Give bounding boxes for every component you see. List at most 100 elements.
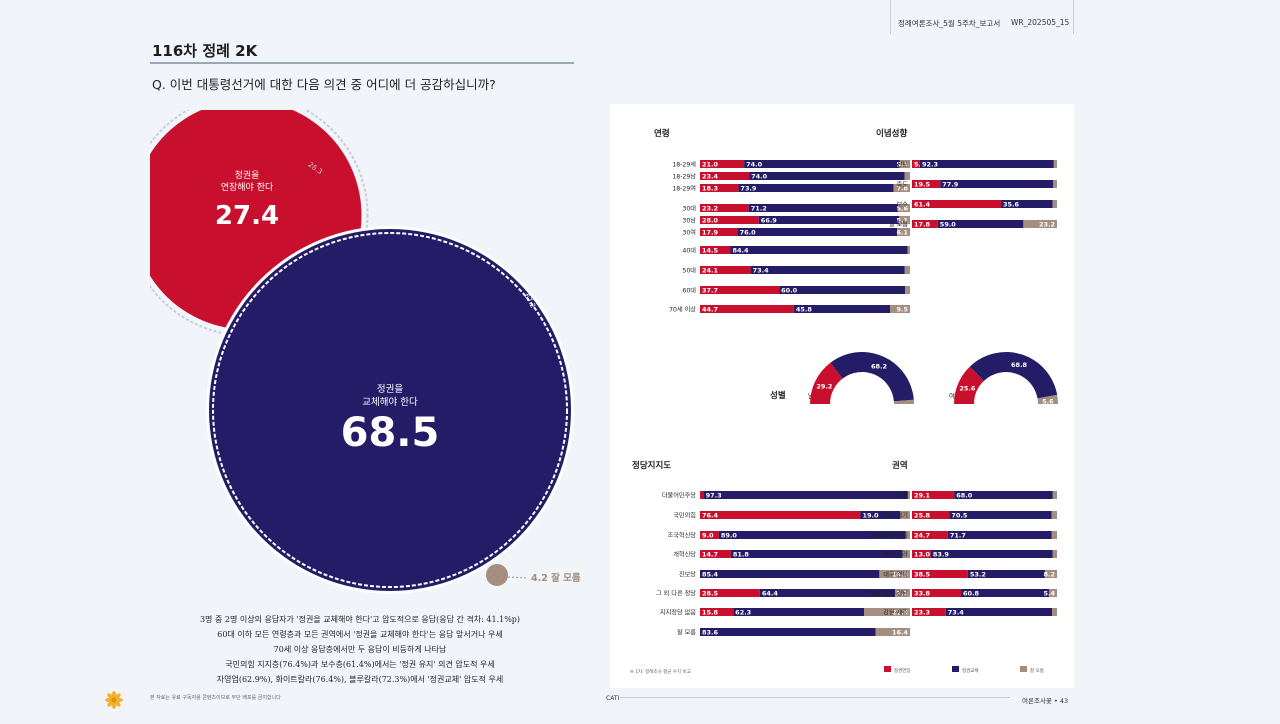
semicircle-value-label: 68.8 (1011, 361, 1028, 369)
bar-segment (1051, 531, 1057, 539)
bar-segment (905, 531, 910, 539)
bar-segment (967, 570, 1045, 578)
bar-value-label: 73.9 (740, 185, 757, 193)
legend-label: 정권교체 (962, 667, 979, 674)
bar-segment (899, 160, 911, 168)
bar-value-label: 44.7 (702, 306, 718, 314)
bar-value-label: 59.0 (940, 221, 957, 229)
bar-segment (860, 511, 901, 519)
bar-category-label: 잘 모름 (677, 629, 696, 637)
footnote: ※ 1차: 정례조사 평균 수치 비교 (630, 668, 691, 675)
bar-segment (700, 511, 861, 519)
bar-category-label: 강원·제주 (883, 609, 908, 617)
bar-segment (737, 228, 898, 236)
bar-value-label: 70.5 (951, 512, 968, 520)
bubble-ring-extend (150, 110, 369, 337)
bar-segment (700, 184, 739, 192)
semicircle-value-label: 29.2 (816, 382, 832, 390)
bar-segment (912, 180, 941, 188)
bar-segment (912, 160, 920, 168)
bar-segment (759, 589, 896, 597)
bar-segment (1052, 550, 1057, 558)
bar-value-label: 5.4 (1043, 590, 1055, 598)
bar-value-label: 14.6 (892, 571, 909, 579)
header-box (890, 0, 1074, 34)
bar-segment (744, 160, 900, 168)
bar-value-label: 19.0 (862, 512, 879, 520)
bar-segment (895, 589, 910, 597)
breakdown-panel: 연령 18-29세 21.0 74.0 5.1 18-29남 23.4 74.0 18-29여 1… (610, 104, 1074, 688)
legend-swatch (1020, 666, 1027, 672)
bar-segment (700, 491, 704, 499)
bar-value-label: 89.0 (721, 532, 738, 540)
bar-segment (700, 246, 731, 254)
summary-line: 자영업(62.9%), 화이트칼라(76.4%), 블루칼라(72.3%)에서 … (216, 675, 504, 684)
bar-segment (700, 589, 760, 597)
bar-segment (912, 220, 938, 228)
semicircle-value-label: 5.6 (1042, 397, 1054, 405)
section-title: 이념성향 (876, 128, 907, 139)
legend-swatch (952, 666, 959, 672)
bar-value-label: 23.2 (1039, 221, 1055, 229)
bar-segment (700, 216, 759, 224)
semicircle-slice (954, 366, 984, 404)
semicircle-value-label: 25.6 (959, 385, 976, 393)
section-title: 권역 (892, 460, 908, 471)
bar-value-label: 37.7 (702, 287, 718, 295)
bar-value-label: 83.6 (702, 629, 719, 637)
semicircle-slice (969, 351, 1058, 399)
bar-value-label: 74.0 (746, 161, 763, 169)
bar-value-label: 76.0 (740, 229, 757, 237)
bar-segment (905, 286, 910, 294)
bar-category-label: 부산·울산·경남 (870, 590, 908, 598)
bar-value-label: 85.4 (702, 571, 719, 579)
footer-divider (620, 697, 1010, 698)
bar-segment (899, 216, 910, 224)
bar-category-label: 대구·경북 (883, 571, 908, 579)
section-title: 성별 (770, 390, 786, 401)
bar-segment (730, 550, 903, 558)
bar-segment (700, 305, 794, 313)
bar-category-label: 광주·전라 (883, 551, 908, 559)
bar-category-label: 중도 (897, 182, 909, 189)
bar-segment (912, 550, 931, 558)
bar-value-label: 5.1 (896, 161, 908, 169)
bar-value-label: 77.9 (942, 181, 959, 189)
bar-value-label: 68.0 (956, 492, 973, 500)
bar-category-label: 잘 모름 (889, 221, 908, 229)
bar-segment (779, 286, 906, 294)
bar-value-label: 8.2 (1043, 571, 1055, 579)
bar-category-label: 30남 (682, 217, 696, 225)
bar-value-label: 7.8 (896, 185, 908, 193)
bar-segment (733, 608, 865, 616)
bar-value-label: 60.8 (963, 590, 980, 598)
bar-segment (1052, 491, 1057, 499)
bar-segment (700, 608, 734, 616)
bar-value-label: 5.1 (896, 217, 908, 225)
semicircle-slice (1037, 394, 1058, 404)
bar-category-label: 서울 (897, 492, 909, 500)
bar-value-label: 35.6 (1003, 201, 1020, 209)
bubble-unknown (486, 564, 508, 586)
bar-value-label: 24.7 (914, 532, 930, 540)
bar-segment (700, 628, 876, 636)
semicircle-slice (830, 352, 914, 402)
bar-segment (890, 305, 910, 313)
bar-segment (703, 491, 908, 499)
bar-category-label: 70세 이상 (669, 306, 696, 314)
bar-segment (912, 531, 948, 539)
bar-segment (700, 204, 749, 212)
bar-value-label: 5.6 (896, 205, 908, 213)
bar-value-label: 71.7 (950, 532, 966, 540)
report-name: 정례여론조사_5월 5주차_보고서 (898, 19, 1001, 28)
bar-segment (700, 531, 719, 539)
page-title: 116차 정례 2K (152, 42, 258, 60)
bar-segment (1023, 220, 1057, 228)
bar-segment (1044, 570, 1057, 578)
semicircle-slice (810, 362, 843, 404)
bar-category-label: 60대 (682, 287, 696, 295)
bar-value-label: 14.7 (702, 551, 718, 559)
bar-segment (907, 246, 910, 254)
flower-logo (105, 691, 123, 709)
